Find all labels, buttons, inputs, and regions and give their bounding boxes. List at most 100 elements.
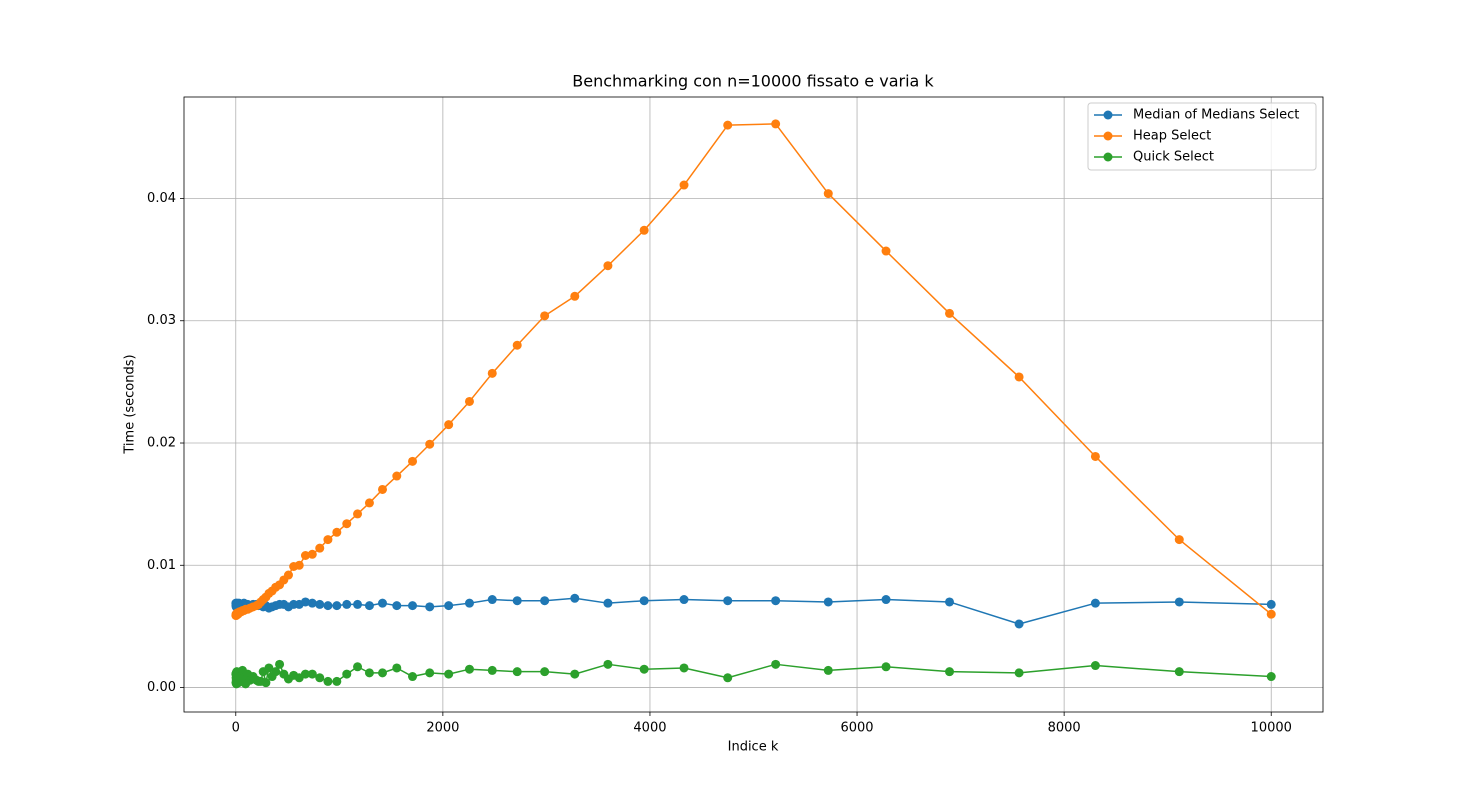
data-point <box>271 667 281 677</box>
data-point <box>1266 609 1276 619</box>
data-point <box>1014 668 1024 678</box>
data-point <box>1090 598 1100 608</box>
data-point <box>444 669 454 679</box>
data-point <box>639 596 649 606</box>
data-point <box>353 599 363 609</box>
data-point <box>364 601 374 611</box>
data-point <box>603 659 613 669</box>
data-point <box>283 570 293 580</box>
data-point <box>512 596 522 606</box>
data-point <box>540 311 550 321</box>
data-point <box>408 456 418 466</box>
data-point <box>307 549 317 559</box>
data-point <box>323 601 333 611</box>
data-point <box>1090 451 1100 461</box>
data-point <box>300 597 310 607</box>
data-point <box>332 527 342 537</box>
y-axis-label: Time (seconds) <box>123 354 138 454</box>
data-point <box>1090 661 1100 671</box>
data-point <box>425 602 435 612</box>
data-point <box>639 225 649 235</box>
data-point <box>323 676 333 686</box>
data-point <box>823 597 833 607</box>
y-tick-label: 0.03 <box>147 313 176 328</box>
data-point <box>300 669 310 679</box>
x-tick-label: 8000 <box>1048 721 1081 736</box>
data-point <box>364 668 374 678</box>
data-point <box>425 439 435 449</box>
data-point <box>364 498 374 508</box>
data-point <box>679 663 689 673</box>
data-point <box>1014 619 1024 629</box>
data-point <box>392 601 402 611</box>
y-tick-label: 0.00 <box>147 680 176 695</box>
data-point <box>723 673 733 683</box>
data-point <box>512 667 522 677</box>
data-point <box>315 599 325 609</box>
data-point <box>487 595 497 605</box>
data-point <box>315 673 325 683</box>
data-point <box>540 667 550 677</box>
data-point <box>823 665 833 675</box>
data-point <box>464 664 474 674</box>
data-point <box>881 246 891 256</box>
y-tick-label: 0.04 <box>147 191 176 206</box>
data-point <box>823 189 833 199</box>
chart-title: Benchmarking con n=10000 fissato e varia… <box>572 72 934 91</box>
data-point <box>1174 667 1184 677</box>
legend-marker <box>1103 110 1113 120</box>
x-tick-label: 6000 <box>840 721 873 736</box>
legend-marker <box>1103 152 1113 162</box>
data-point <box>464 598 474 608</box>
data-point <box>342 519 352 529</box>
data-point <box>679 595 689 605</box>
x-tick-label: 2000 <box>426 721 459 736</box>
data-point <box>377 668 387 678</box>
data-point <box>353 509 363 519</box>
data-point <box>487 665 497 675</box>
data-point <box>408 601 418 611</box>
data-point <box>261 678 271 688</box>
data-point <box>315 543 325 553</box>
data-point <box>487 368 497 378</box>
legend-box <box>1087 102 1317 171</box>
data-point <box>275 659 285 669</box>
data-point <box>444 601 454 611</box>
data-point <box>353 662 363 672</box>
data-point <box>377 484 387 494</box>
data-point <box>639 664 649 674</box>
data-point <box>444 420 454 430</box>
data-point <box>342 599 352 609</box>
data-point <box>307 598 317 608</box>
data-point <box>570 291 580 301</box>
data-point <box>332 676 342 686</box>
legend-label: Median of Medians Select <box>1133 108 1299 123</box>
data-point <box>392 663 402 673</box>
data-point <box>679 180 689 190</box>
data-point <box>603 598 613 608</box>
legend: Median of Medians Select Heap Select Quick… <box>1087 102 1317 171</box>
data-point <box>408 672 418 682</box>
x-tick-label: 10000 <box>1251 721 1292 736</box>
data-point <box>945 597 955 607</box>
data-point <box>540 596 550 606</box>
plot-frame <box>183 96 1324 713</box>
legend-marker <box>1103 131 1113 141</box>
data-point <box>342 669 352 679</box>
data-point <box>264 663 274 673</box>
data-point <box>307 669 317 679</box>
data-point <box>1174 535 1184 545</box>
data-point <box>723 596 733 606</box>
data-point <box>945 308 955 318</box>
data-point <box>512 340 522 350</box>
data-point <box>570 669 580 679</box>
data-point <box>1014 372 1024 382</box>
data-point <box>332 601 342 611</box>
data-point <box>723 120 733 130</box>
data-point <box>881 662 891 672</box>
data-point <box>294 560 304 570</box>
data-point <box>945 667 955 677</box>
data-point <box>1266 672 1276 682</box>
